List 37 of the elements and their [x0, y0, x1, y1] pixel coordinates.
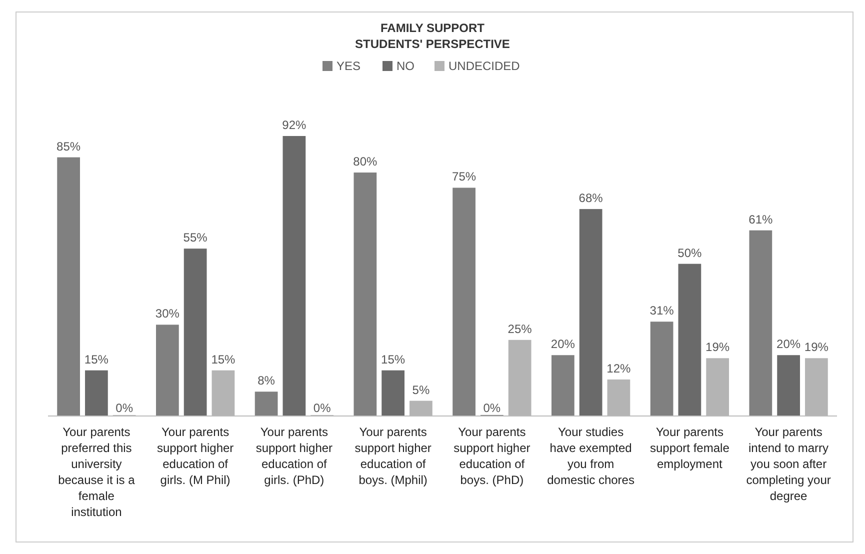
data-label: 0%: [313, 401, 332, 415]
data-label: 19%: [706, 340, 730, 354]
data-label: 20%: [776, 337, 801, 352]
data-label: 55%: [183, 230, 208, 245]
x-tick-label: Your parents support higher education of boys. (Mphil): [354, 425, 432, 487]
x-tick-label: Your parents intend to marry you soon after completing your degree: [746, 425, 831, 503]
data-label: 75%: [452, 170, 476, 184]
legend-label: NO: [396, 59, 414, 73]
data-label: 50%: [678, 246, 702, 260]
data-label: 19%: [804, 340, 829, 354]
chart-title: FAMILY SUPPORT: [380, 21, 486, 35]
data-label: 8%: [258, 374, 276, 388]
data-label: 15%: [381, 352, 406, 366]
data-label: 61%: [748, 212, 773, 226]
data-label: 0%: [483, 401, 501, 415]
data-label: 12%: [606, 361, 632, 376]
data-label: 31%: [650, 304, 674, 318]
x-tick-label: Your studies have exempted you from domestic chores: [547, 425, 634, 487]
x-tick-label: Your parents support female employment: [650, 425, 730, 471]
legend-label: UNDECIDED: [448, 59, 520, 73]
data-label: 5%: [412, 382, 430, 397]
data-label: 92%: [282, 118, 307, 132]
x-tick-label: Your parents support higher education of girls. (M Phil): [156, 425, 234, 487]
data-label: 80%: [353, 154, 378, 169]
x-tick-label: Your parents preferred this university because it is a female institution: [58, 425, 136, 519]
data-label: 30%: [155, 306, 180, 321]
data-label: 15%: [211, 352, 236, 366]
data-label: 0%: [116, 401, 134, 415]
legend-label: YES: [336, 59, 361, 73]
data-label: 68%: [578, 191, 604, 206]
x-tick-label: Your parents support higher education of boys. (PhD): [454, 425, 530, 487]
data-label: 20%: [550, 337, 576, 352]
data-label: 15%: [84, 352, 109, 366]
data-label: 25%: [508, 322, 532, 336]
x-tick-label: Your parents support higher education of girls. (PhD): [256, 425, 333, 487]
data-label: 85%: [56, 139, 81, 154]
chart-subtitle: STUDENTS' PERSPECTIVE: [355, 37, 510, 51]
